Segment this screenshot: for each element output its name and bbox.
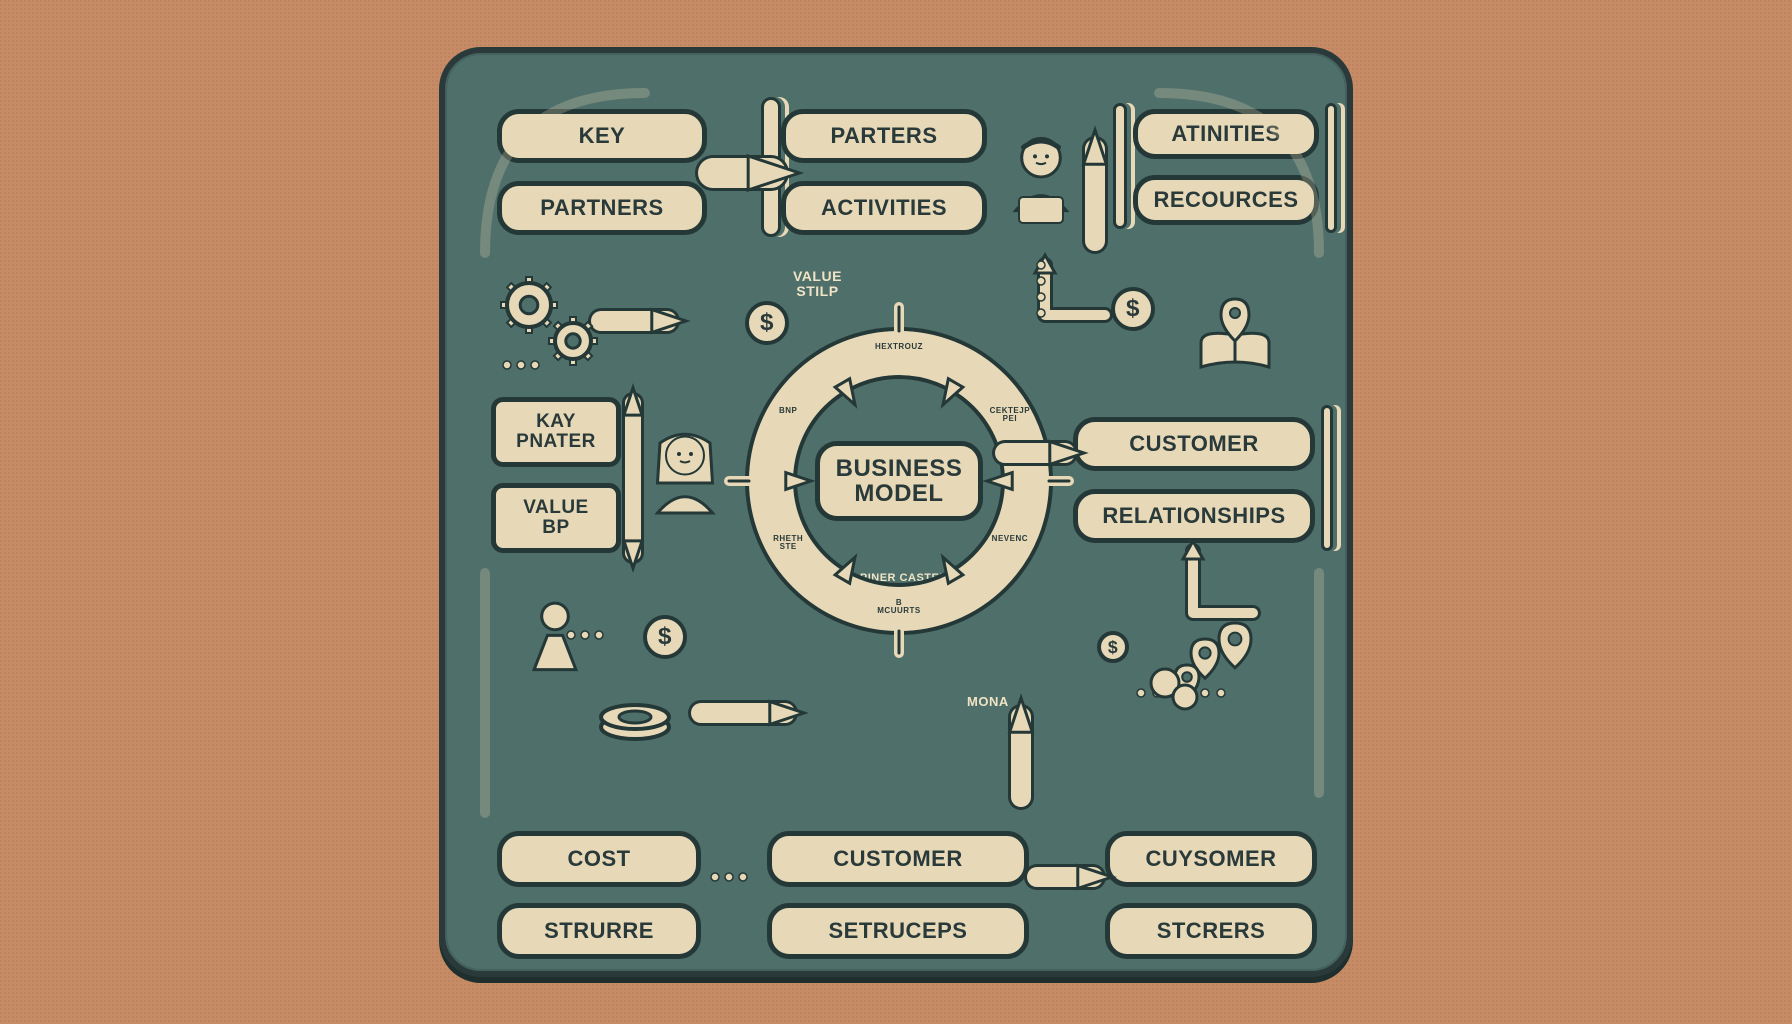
dot	[595, 631, 603, 639]
arrow	[1037, 866, 1112, 889]
arrow	[713, 156, 800, 190]
dot	[1037, 309, 1045, 317]
dot	[531, 361, 539, 369]
gear-icon	[549, 317, 597, 365]
dot	[711, 873, 719, 881]
ring-arrowhead	[835, 379, 855, 405]
book-icon	[1201, 299, 1269, 367]
dot	[517, 361, 525, 369]
ring-arrowhead	[987, 473, 1012, 490]
dot	[1037, 293, 1045, 301]
arrow	[601, 310, 686, 333]
dot	[567, 631, 575, 639]
dot	[1037, 261, 1045, 269]
overlay-svg	[445, 53, 1359, 983]
dot	[1037, 277, 1045, 285]
dot	[581, 631, 589, 639]
dot	[725, 873, 733, 881]
diagram-panel: KEYPARTNERSPARTERSACTIVITIESATINITIESREC…	[439, 47, 1353, 977]
gear-icon	[501, 277, 557, 333]
pin-cluster-icon	[1151, 623, 1251, 709]
person-icon	[658, 434, 713, 513]
ring-arrowhead	[835, 557, 855, 583]
dot	[739, 873, 747, 881]
ring-arrowhead	[943, 379, 963, 405]
arrow-a-elbow-rel	[1183, 541, 1253, 613]
arrow	[1005, 442, 1084, 465]
arrow	[701, 702, 804, 725]
dot	[503, 361, 511, 369]
arrow	[624, 388, 642, 568]
arrow	[1010, 698, 1033, 797]
coin-stack-icon	[601, 705, 669, 739]
dot	[1201, 689, 1209, 697]
arrow	[1084, 130, 1107, 241]
ring-arrowhead	[786, 473, 811, 490]
dot	[1137, 689, 1145, 697]
ring-arrowhead	[943, 557, 963, 583]
dot	[1217, 689, 1225, 697]
shirt-badge	[1019, 197, 1063, 223]
